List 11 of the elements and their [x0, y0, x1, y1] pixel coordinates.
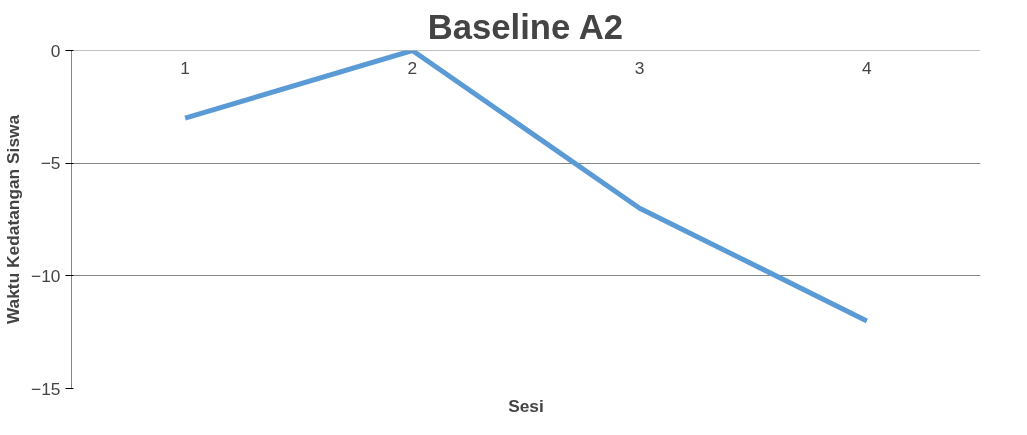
- x-tick-label: 4: [862, 57, 873, 78]
- x-tick-label: 1: [180, 57, 190, 78]
- y-tick-label: −15: [31, 378, 61, 399]
- x-tick-label: 3: [634, 57, 645, 78]
- y-tick-label: −5: [40, 153, 61, 174]
- x-tick-label: 2: [407, 57, 418, 78]
- y-tick-label: −10: [31, 265, 61, 286]
- x-axis-title: Sesi: [508, 395, 544, 416]
- chart-title: Baseline A2: [427, 7, 623, 46]
- y-tick-label: 0: [50, 40, 61, 61]
- y-axis-title: Waktu Kedatangan Siswa: [3, 114, 24, 325]
